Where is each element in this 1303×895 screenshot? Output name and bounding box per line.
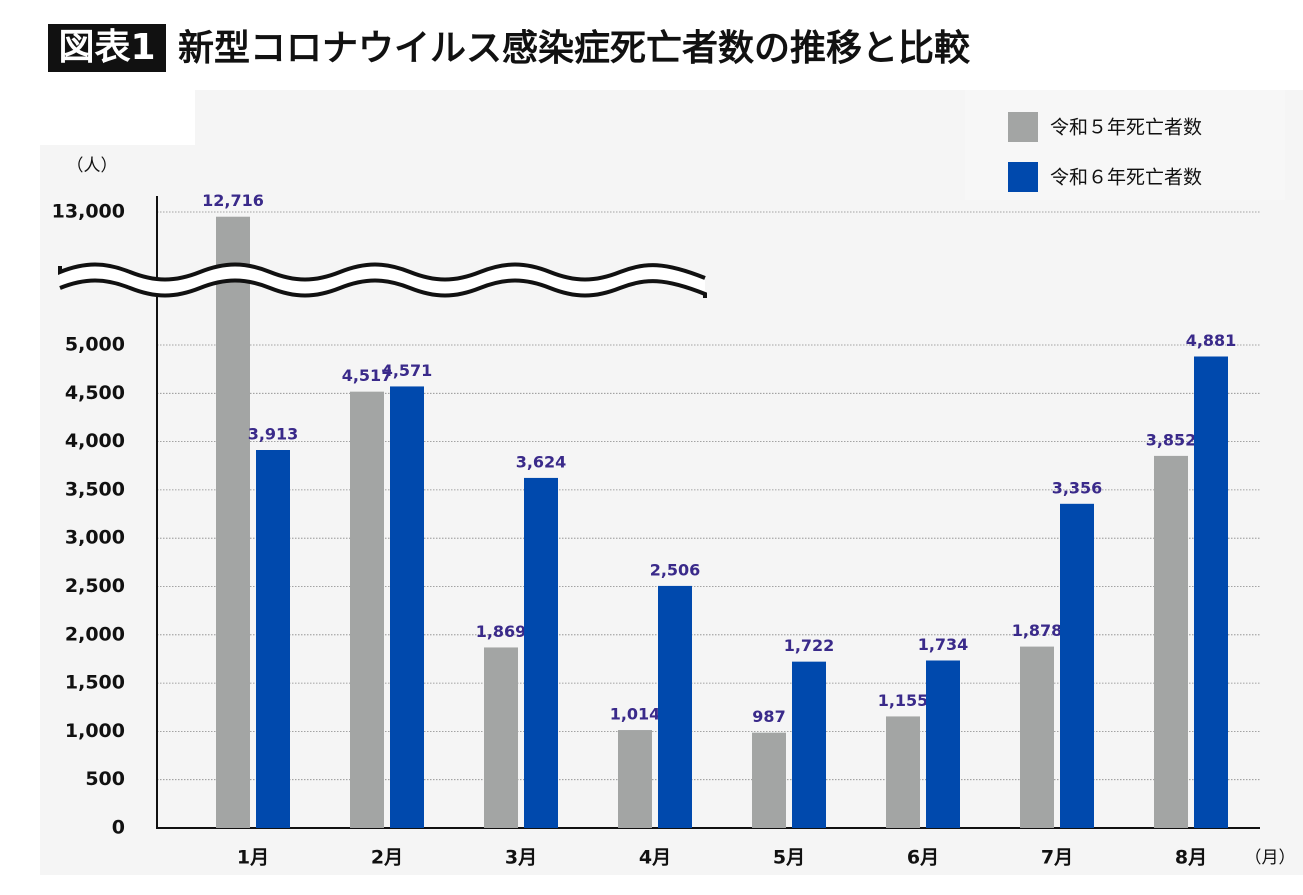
bar — [390, 386, 424, 828]
y-tick-label: 5,000 — [65, 334, 125, 356]
bar — [1154, 455, 1188, 828]
bar — [618, 730, 652, 828]
break-line — [59, 278, 707, 298]
x-tick-label: 8月 — [1175, 847, 1207, 869]
value-label: 1,734 — [918, 635, 969, 654]
bar — [658, 585, 692, 828]
break-line — [58, 262, 706, 282]
x-tick-label: 7月 — [1041, 847, 1073, 869]
value-label: 2,506 — [650, 560, 701, 579]
y-tick-label: 1,500 — [65, 672, 125, 694]
y-tick-label: 4,500 — [65, 382, 125, 404]
bar — [216, 216, 250, 828]
bar — [256, 450, 290, 828]
y-tick-label: 500 — [85, 768, 125, 790]
value-label: 3,852 — [1146, 430, 1197, 449]
x-tick-label: 3月 — [505, 847, 537, 869]
bar — [1020, 646, 1054, 828]
y-tick-label: 4,000 — [65, 430, 125, 452]
legend-swatch — [1008, 162, 1038, 192]
value-label: 4,881 — [1186, 331, 1237, 350]
bar — [792, 661, 826, 828]
x-tick-label: 1月 — [237, 847, 269, 869]
bar — [752, 732, 786, 828]
legend-swatch — [1008, 112, 1038, 142]
y-tick-label: 0 — [112, 817, 125, 839]
value-label: 12,716 — [202, 191, 264, 210]
value-label: 1,878 — [1012, 621, 1063, 640]
bar — [484, 647, 518, 828]
y-tick-label: 2,500 — [65, 575, 125, 597]
bar — [524, 477, 558, 828]
legend-label: 令和６年死亡者数 — [1050, 167, 1202, 189]
legend-label: 令和５年死亡者数 — [1050, 117, 1202, 139]
x-axis-label: （月） — [1245, 848, 1296, 868]
value-label: 3,356 — [1052, 478, 1103, 497]
x-tick-label: 4月 — [639, 847, 671, 869]
y-tick-label: 1,000 — [65, 720, 125, 742]
y-tick-label: 13,000 — [52, 201, 125, 223]
value-label: 987 — [752, 707, 785, 726]
y-tick-label: 3,500 — [65, 478, 125, 500]
y-axis-label: （人） — [67, 156, 118, 176]
bar — [350, 391, 384, 828]
bar — [1194, 356, 1228, 828]
plot: 0 500 1,000 1,500 2,000 2,500 3,000 3,500 4,000 4… — [52, 191, 1260, 869]
bar — [1060, 503, 1094, 828]
value-label: 1,155 — [878, 691, 929, 710]
bar — [926, 660, 960, 828]
badge: 図表1 — [58, 27, 155, 68]
value-label: 1,722 — [784, 636, 835, 655]
badge-box — [48, 24, 166, 72]
value-label: 4,517 — [342, 366, 393, 385]
value-label: 3,624 — [516, 452, 567, 471]
chart-title: 新型コロナウイルス感染症死亡者数の推移と比較 — [178, 28, 971, 69]
value-label: 3,913 — [248, 425, 299, 444]
value-label: 1,014 — [610, 705, 661, 724]
x-tick-label: 2月 — [371, 847, 403, 869]
x-tick-label: 5月 — [773, 847, 805, 869]
y-tick-label: 3,000 — [65, 527, 125, 549]
y-tick-label: 2,000 — [65, 623, 125, 645]
bar — [886, 716, 920, 828]
axis-break — [58, 262, 707, 298]
x-tick-label: 6月 — [907, 847, 939, 869]
value-label: 4,571 — [382, 361, 433, 380]
value-label: 1,869 — [476, 622, 527, 641]
